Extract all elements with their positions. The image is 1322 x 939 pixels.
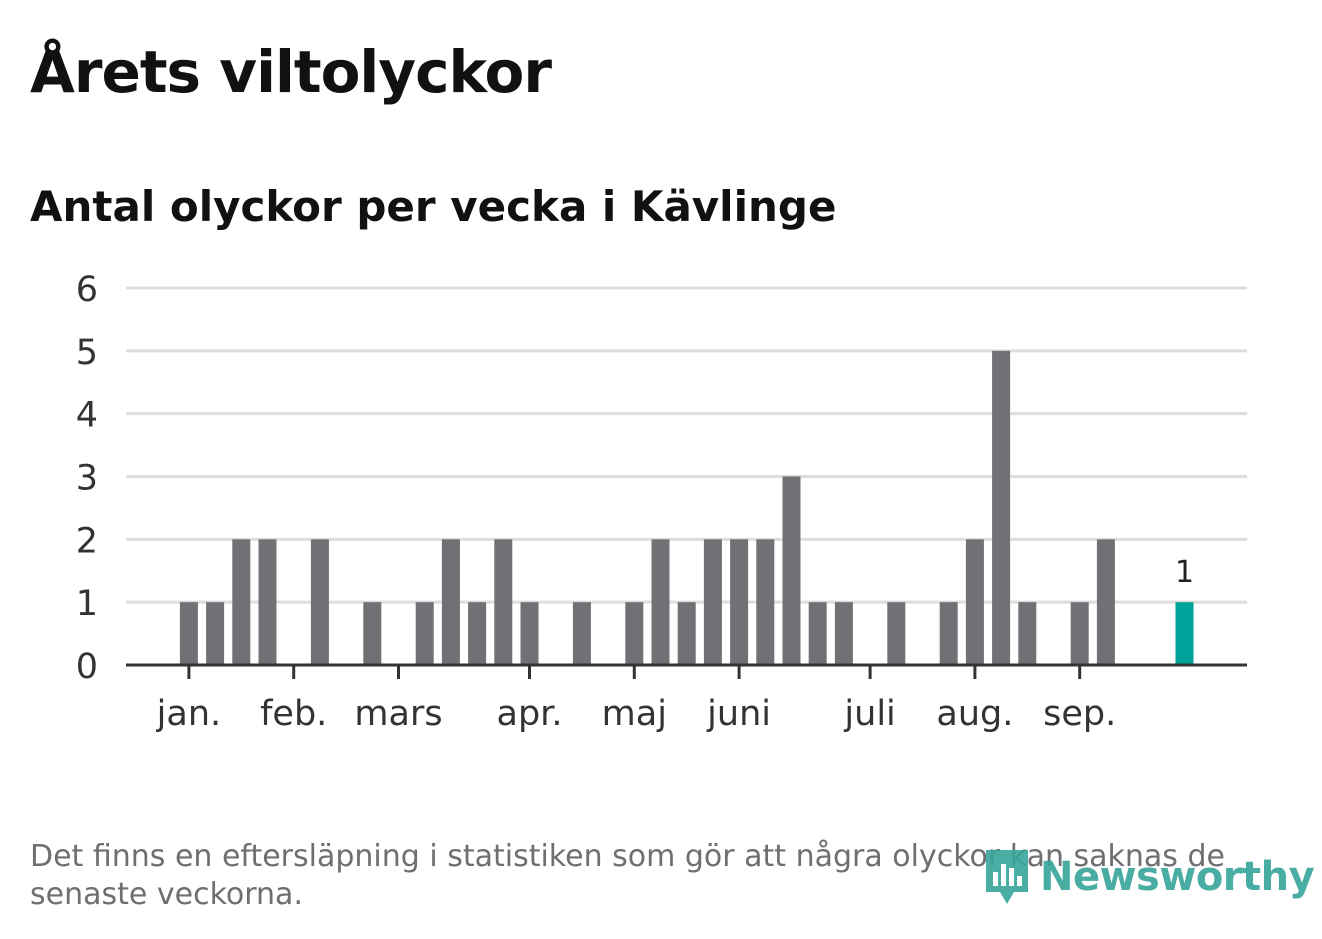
bar-week-26 [782,476,801,665]
bar-week-21 [651,539,670,665]
current-week-data-label: 1 [1175,555,1194,590]
y-tick-label-4: 4 [76,396,98,436]
y-tick-label-1: 1 [76,584,98,624]
bar-week-25 [756,539,775,665]
newsworthy-logo-icon [986,850,1028,904]
bar-week-38 [1096,539,1115,665]
bar-week-13 [441,539,460,665]
bar-week-8 [310,539,329,665]
newsworthy-logo-text: Newsworthy [1040,854,1315,900]
bar-current-week [1175,602,1194,665]
bar-week-27 [808,602,827,665]
x-tick-label-juni: juni [706,694,771,734]
bar-week-35 [1018,602,1037,665]
bar-week-33 [965,539,984,665]
chart-title: Årets viltolyckor [30,38,552,106]
bar-week-5 [232,539,251,665]
x-tick-label-aug.: aug. [936,694,1013,734]
bar-week-12 [415,602,434,665]
bar-week-23 [703,539,722,665]
y-tick-label-2: 2 [76,521,98,561]
x-tick-label-feb.: feb. [260,694,327,734]
x-tick-label-sep.: sep. [1043,694,1116,734]
bar-week-30 [887,602,906,665]
y-tick-label-0: 0 [76,647,98,687]
x-tick-label-juli: juli [843,694,895,734]
x-tick-label-mars: mars [354,694,442,734]
chart-subtitle: Antal olyckor per vecka i Kävlinge [30,182,837,231]
bar-week-20 [625,602,644,665]
bar-week-34 [992,350,1011,665]
bar-week-15 [494,539,513,665]
bar-week-32 [939,602,958,665]
bar-week-14 [468,602,487,665]
bar-week-28 [834,602,853,665]
y-tick-label-5: 5 [76,333,98,373]
bar-week-18 [572,602,591,665]
bar-week-10 [363,602,382,665]
bar-week-16 [520,602,539,665]
x-tick-label-apr.: apr. [497,694,563,734]
newsworthy-logo: Newsworthy [982,846,1315,908]
bar-week-22 [677,602,696,665]
bar-week-4 [206,602,225,665]
bar-week-6 [258,539,277,665]
bar-chart: 0 1 2 3 4 5 6 1 jan. feb. mars apr. maj juni juli aug. s… [76,270,1247,734]
x-tick-label-jan.: jan. [156,694,221,734]
y-tick-label-3: 3 [76,459,98,499]
y-tick-label-6: 6 [76,270,98,310]
bar-week-3 [179,602,198,665]
bar-week-24 [730,539,749,665]
bar-week-37 [1070,602,1089,665]
x-tick-label-maj: maj [602,694,667,734]
